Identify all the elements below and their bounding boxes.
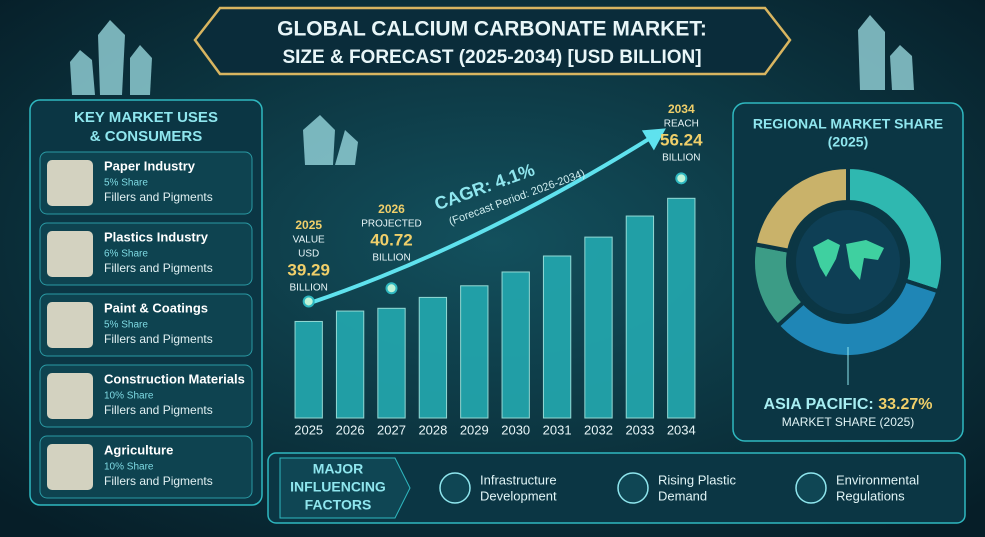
factors-title: MAJOR <box>313 461 364 477</box>
use-name: Plastics Industry <box>104 229 209 244</box>
x-tick-label: 2029 <box>460 422 489 437</box>
marker-dot <box>675 172 688 185</box>
arrow-head <box>641 128 666 151</box>
use-share: 6% Share <box>104 249 148 260</box>
bar <box>335 310 365 419</box>
use-share: 10% Share <box>104 391 154 402</box>
use-share: 10% Share <box>104 462 154 473</box>
x-tick-label: 2027 <box>377 422 406 437</box>
annotation-text: USD <box>298 249 319 260</box>
use-share: 5% Share <box>104 320 148 331</box>
use-desc: Fillers and Pigments <box>104 190 213 204</box>
bar <box>460 285 489 419</box>
pie-title: REGIONAL MARKET SHARE <box>753 116 943 132</box>
use-desc: Fillers and Pigments <box>104 332 213 346</box>
annotation-text: 2026 <box>378 202 405 216</box>
callout-label: ASIA PACIFIC: <box>764 396 874 413</box>
bar <box>625 215 655 419</box>
annotation-text: BILLION <box>372 253 410 264</box>
annotation-value: 56.24 <box>660 130 703 149</box>
callout-value: 33.27% <box>878 396 932 413</box>
use-name: Agriculture <box>104 442 173 457</box>
use-icon <box>47 373 93 419</box>
factor-icon <box>795 472 827 504</box>
bar <box>294 320 323 419</box>
factor-icon <box>617 472 649 504</box>
x-tick-label: 2034 <box>667 422 696 437</box>
globe <box>796 210 900 314</box>
pie-callout: ASIA PACIFIC: 33.27% <box>764 396 933 413</box>
factor-text: Infrastructure <box>480 472 557 487</box>
pie-segment <box>774 278 941 359</box>
use-icon <box>47 302 93 348</box>
factor-text: Rising Plastic <box>658 472 737 487</box>
pie-segment <box>846 164 945 294</box>
trend-arrow <box>308 136 651 306</box>
annotation-value: 40.72 <box>370 230 413 249</box>
callout-sub: MARKET SHARE (2025) <box>782 415 915 429</box>
x-tick-label: 2031 <box>543 422 572 437</box>
factor-text: Regulations <box>836 488 905 503</box>
factor-text: Environmental <box>836 472 919 487</box>
marker-dot <box>302 295 315 308</box>
use-desc: Fillers and Pigments <box>104 474 213 488</box>
use-desc: Fillers and Pigments <box>104 403 213 417</box>
factor-icon <box>439 472 471 504</box>
factors-title: INFLUENCING <box>290 479 386 495</box>
uses-title: & CONSUMERS <box>90 128 203 145</box>
annotation-text: REACH <box>664 119 699 130</box>
title: GLOBAL CALCIUM CARBONATE MARKET: <box>277 18 707 41</box>
use-name: Paper Industry <box>104 158 196 173</box>
x-tick-label: 2033 <box>625 422 654 437</box>
use-icon <box>47 444 93 490</box>
bar <box>542 255 572 419</box>
bar <box>377 307 406 419</box>
use-icon <box>47 231 93 277</box>
annotation-text: VALUE <box>293 235 325 246</box>
annotation-text: PROJECTED <box>361 219 422 230</box>
pie-title: (2025) <box>828 134 868 150</box>
use-share: 5% Share <box>104 178 148 189</box>
use-name: Construction Materials <box>104 371 245 386</box>
marker-dot <box>385 282 398 295</box>
bar <box>418 296 448 419</box>
x-tick-label: 2028 <box>418 422 447 437</box>
use-name: Paint & Coatings <box>104 300 208 315</box>
use-desc: Fillers and Pigments <box>104 261 213 275</box>
annotation-text: 2034 <box>668 102 695 116</box>
factors-title: FACTORS <box>305 497 372 513</box>
bar <box>584 236 613 419</box>
pie-segment <box>752 164 850 254</box>
world-map <box>813 239 884 280</box>
factors-label-box <box>279 457 411 519</box>
crystal-decoration <box>70 15 914 165</box>
x-tick-label: 2025 <box>294 422 323 437</box>
x-tick-label: 2032 <box>584 422 613 437</box>
bar <box>501 271 530 419</box>
factors-panel <box>267 452 966 524</box>
title: SIZE & FORECAST (2025-2034) [USD BILLION… <box>282 47 701 68</box>
factor-text: Development <box>480 488 557 503</box>
bar <box>667 197 696 419</box>
factor-text: Demand <box>658 488 707 503</box>
uses-title: KEY MARKET USES <box>74 109 218 126</box>
annotation-value: 39.29 <box>287 260 330 279</box>
annotation-text: BILLION <box>662 153 700 164</box>
use-icon <box>47 160 93 206</box>
title-banner <box>193 6 792 76</box>
annotation-text: BILLION <box>290 283 328 294</box>
x-tick-label: 2026 <box>336 422 365 437</box>
x-tick-label: 2030 <box>501 422 530 437</box>
annotation-text: 2025 <box>295 218 322 232</box>
